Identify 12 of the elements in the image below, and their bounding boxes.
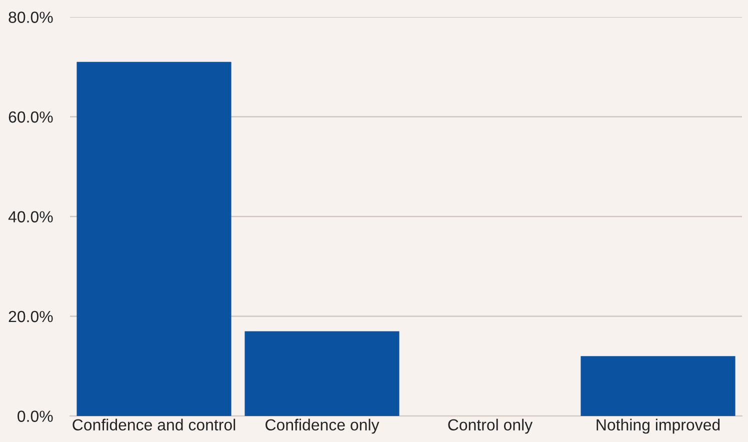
y-tick-label: 0.0%: [18, 410, 53, 422]
bar: [76, 62, 232, 416]
x-tick-label: Nothing improved: [596, 418, 720, 434]
bar: [580, 356, 736, 416]
y-tick-label: 80.0%: [8, 12, 53, 23]
x-tick-label: Control only: [448, 418, 533, 434]
y-tick-label: 60.0%: [8, 111, 53, 123]
x-tick-label: Confidence only: [266, 418, 380, 434]
bar: [244, 331, 400, 416]
y-tick-label: 20.0%: [8, 310, 53, 322]
x-tick-label: Confidence and control: [72, 418, 236, 431]
y-tick-label: 40.0%: [8, 211, 53, 222]
